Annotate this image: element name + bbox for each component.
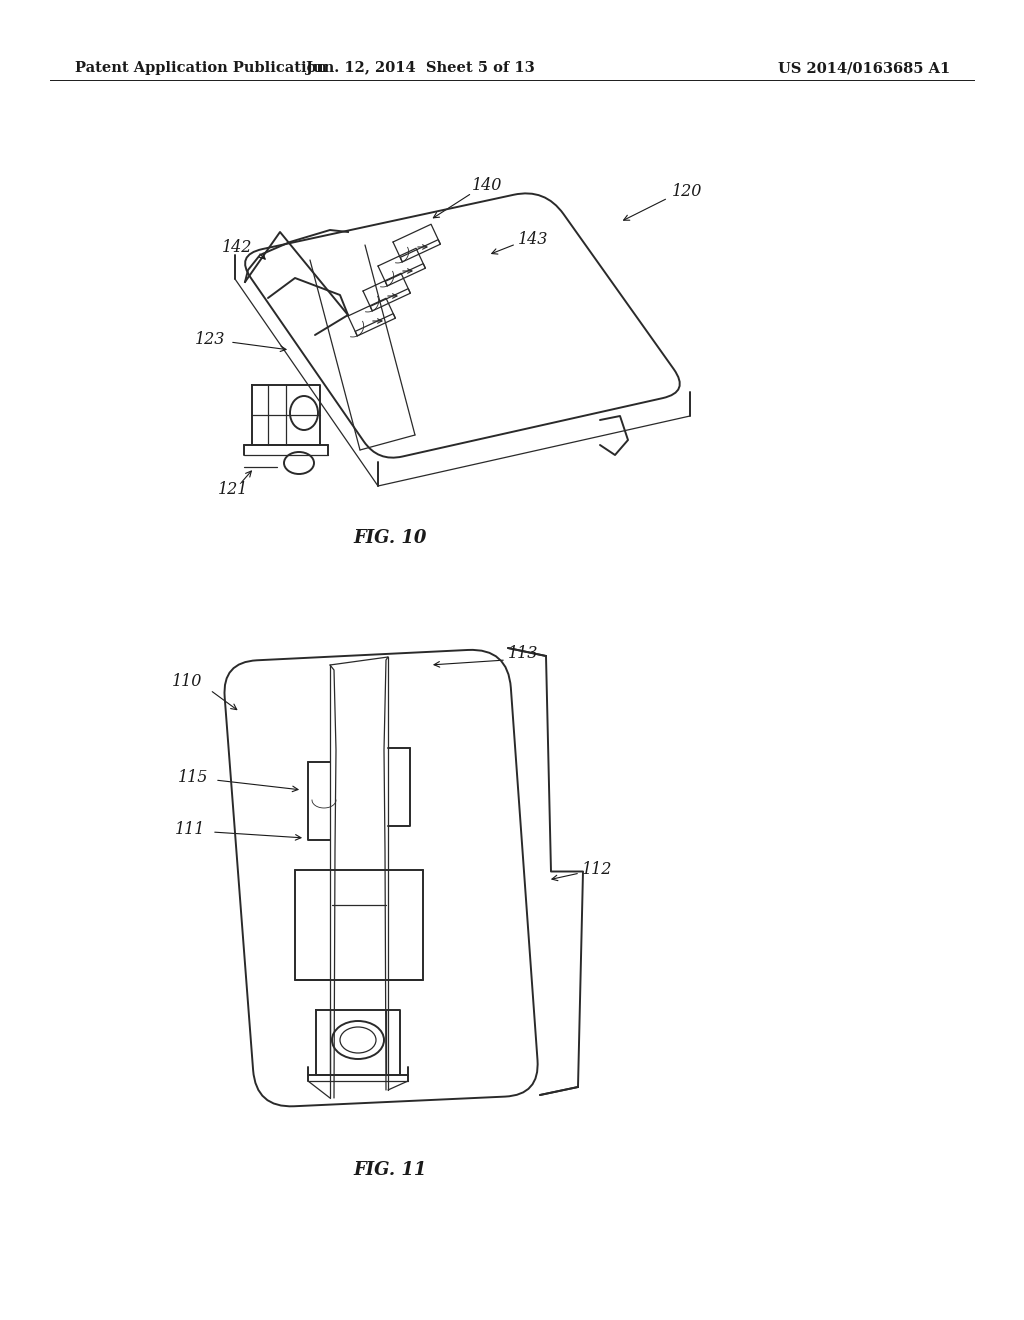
Text: 110: 110 [172, 673, 203, 690]
Text: 143: 143 [518, 231, 549, 248]
Text: US 2014/0163685 A1: US 2014/0163685 A1 [778, 61, 950, 75]
Text: 121: 121 [218, 482, 249, 499]
Text: 113: 113 [508, 645, 539, 663]
Text: 112: 112 [582, 862, 612, 879]
Text: FIG. 10: FIG. 10 [353, 529, 427, 546]
Text: Jun. 12, 2014  Sheet 5 of 13: Jun. 12, 2014 Sheet 5 of 13 [305, 61, 535, 75]
Text: 115: 115 [178, 770, 208, 787]
Text: 123: 123 [195, 331, 225, 348]
Text: 142: 142 [222, 239, 252, 256]
Text: 120: 120 [672, 183, 702, 201]
Text: FIG. 11: FIG. 11 [353, 1162, 427, 1179]
Text: 140: 140 [472, 177, 503, 194]
Text: Patent Application Publication: Patent Application Publication [75, 61, 327, 75]
Text: 111: 111 [175, 821, 206, 838]
